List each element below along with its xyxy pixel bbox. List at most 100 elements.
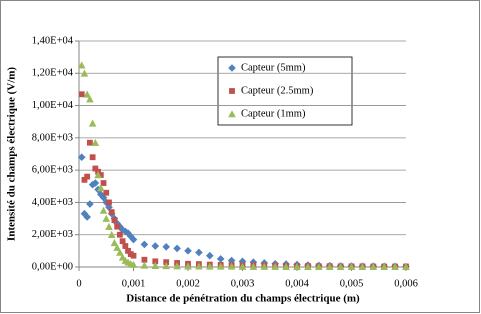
legend-label: Capteur (5mm) bbox=[241, 62, 306, 73]
point bbox=[124, 229, 132, 237]
point bbox=[336, 262, 345, 270]
point bbox=[325, 262, 334, 270]
point bbox=[358, 262, 367, 270]
point bbox=[206, 262, 214, 270]
point bbox=[130, 252, 137, 259]
y-tick-label: 8,00E+03 bbox=[32, 132, 73, 143]
x-tick-label: 0,002 bbox=[176, 278, 200, 289]
point bbox=[126, 232, 135, 241]
point bbox=[151, 261, 160, 270]
point bbox=[184, 247, 192, 255]
point bbox=[89, 154, 96, 161]
point bbox=[110, 238, 119, 247]
point bbox=[99, 206, 108, 214]
point bbox=[77, 153, 86, 162]
point bbox=[81, 176, 88, 183]
legend-label: Capteur (1mm) bbox=[241, 108, 306, 119]
point bbox=[260, 262, 269, 270]
point bbox=[94, 171, 102, 179]
point bbox=[105, 222, 113, 230]
point bbox=[216, 255, 225, 263]
point bbox=[249, 258, 258, 266]
point bbox=[141, 256, 148, 263]
x-tick-label: 0,006 bbox=[394, 278, 418, 289]
y-tick-label: 4,00E+03 bbox=[32, 197, 73, 208]
point bbox=[86, 200, 94, 208]
point bbox=[227, 256, 236, 265]
point bbox=[140, 261, 149, 269]
y-tick-label: 2,00E+03 bbox=[32, 229, 73, 240]
point bbox=[125, 247, 131, 254]
point bbox=[106, 199, 112, 206]
point bbox=[88, 180, 97, 189]
point bbox=[83, 213, 91, 221]
point bbox=[87, 139, 93, 146]
point bbox=[380, 262, 388, 270]
point bbox=[195, 262, 203, 270]
point bbox=[91, 179, 100, 187]
point bbox=[238, 262, 247, 270]
point bbox=[271, 262, 279, 270]
point bbox=[184, 262, 192, 270]
point bbox=[91, 138, 100, 146]
point bbox=[162, 262, 170, 270]
point bbox=[102, 214, 111, 222]
point bbox=[77, 61, 86, 69]
point bbox=[304, 262, 312, 270]
point bbox=[105, 203, 113, 212]
point bbox=[216, 262, 225, 270]
point bbox=[369, 262, 378, 270]
point bbox=[129, 260, 138, 268]
point bbox=[111, 217, 118, 224]
x-tick-label: 0,004 bbox=[285, 278, 309, 289]
x-tick-label: 0,001 bbox=[122, 278, 146, 289]
legend-marker bbox=[228, 64, 236, 72]
point bbox=[129, 235, 138, 244]
point bbox=[103, 189, 110, 196]
point bbox=[173, 262, 181, 270]
y-tick-label: 1,20E+04 bbox=[32, 68, 74, 79]
x-axis-title: Distance de pénétration du champs électr… bbox=[126, 293, 360, 305]
point bbox=[99, 193, 108, 202]
point bbox=[140, 240, 149, 249]
point bbox=[83, 90, 91, 98]
point bbox=[97, 184, 105, 192]
point bbox=[86, 95, 94, 103]
legend-label: Capteur (2.5mm) bbox=[241, 85, 314, 96]
x-tick-label: 0,005 bbox=[340, 278, 364, 289]
point bbox=[315, 262, 323, 270]
point bbox=[206, 251, 214, 260]
point bbox=[100, 180, 107, 186]
y-axis-title: Intensité du champs électrique (V/m) bbox=[6, 67, 18, 241]
point bbox=[162, 243, 170, 251]
point bbox=[195, 248, 203, 257]
y-tick-label: 1,40E+04 bbox=[32, 35, 74, 46]
point bbox=[122, 243, 129, 249]
point bbox=[84, 173, 91, 180]
legend: Capteur (5mm) Capteur (2.5mm) Capteur (1mm… bbox=[217, 56, 353, 126]
point bbox=[116, 231, 123, 238]
point bbox=[80, 69, 89, 77]
point bbox=[293, 262, 301, 270]
legend-box bbox=[217, 56, 353, 126]
point bbox=[114, 223, 121, 230]
point bbox=[151, 242, 160, 250]
point bbox=[391, 262, 399, 270]
point bbox=[402, 262, 410, 270]
point bbox=[88, 119, 97, 127]
legend-marker bbox=[228, 110, 236, 118]
point bbox=[347, 262, 356, 270]
point bbox=[227, 262, 236, 270]
legend-marker bbox=[229, 88, 235, 94]
x-tick-label: 0 bbox=[76, 278, 81, 289]
point bbox=[97, 172, 104, 178]
point bbox=[119, 238, 126, 245]
y-tick-label: 6,00E+03 bbox=[32, 165, 73, 176]
point bbox=[107, 230, 116, 239]
point bbox=[78, 91, 85, 98]
point bbox=[113, 243, 121, 251]
point bbox=[108, 209, 115, 216]
point bbox=[282, 262, 290, 270]
point bbox=[173, 244, 181, 253]
